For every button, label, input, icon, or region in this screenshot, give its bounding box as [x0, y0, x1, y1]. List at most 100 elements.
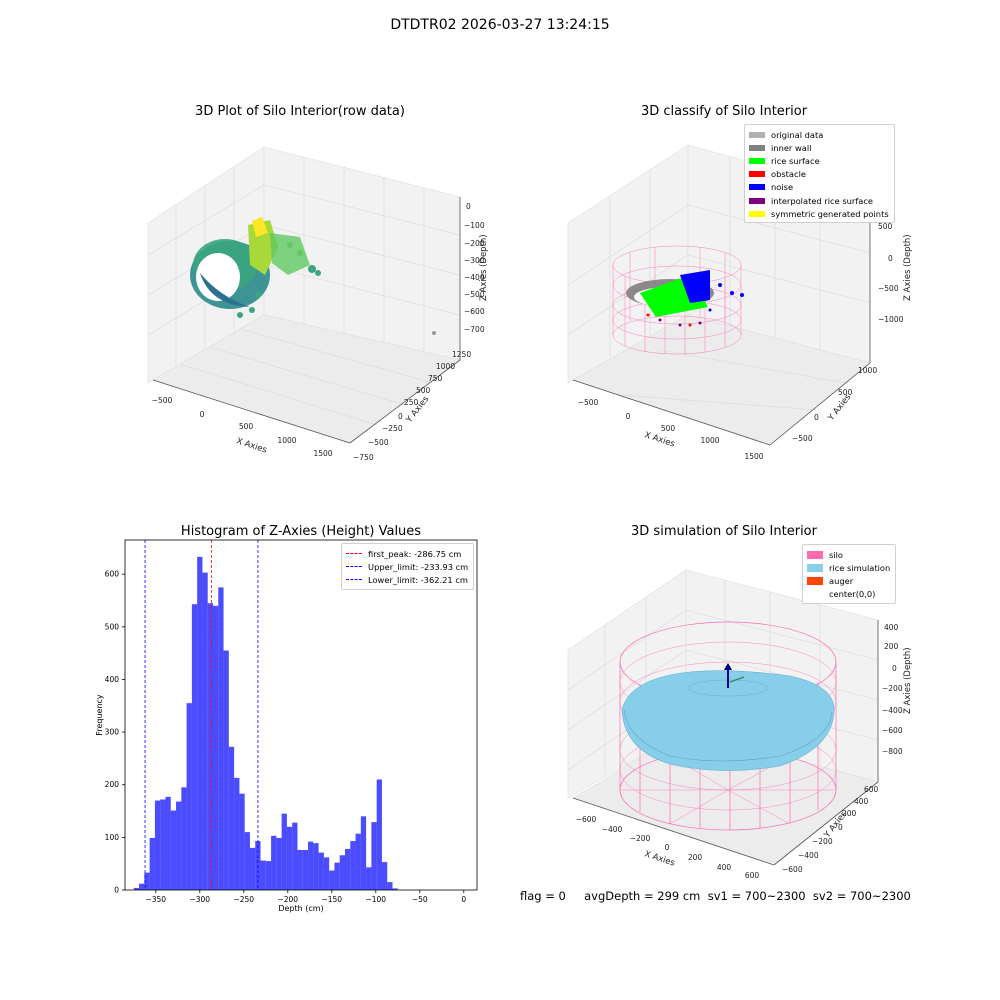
raw-x-axis-label: X Axies — [235, 436, 268, 455]
svg-text:500: 500 — [239, 422, 254, 431]
svg-text:1000: 1000 — [436, 362, 455, 371]
legend-item-upper-limit: Upper_limit: -233.93 cm — [346, 560, 468, 573]
y-tick-label: 600 — [105, 570, 120, 579]
svg-text:−500: −500 — [368, 438, 389, 447]
svg-text:0: 0 — [665, 843, 670, 852]
svg-text:500: 500 — [416, 386, 431, 395]
svg-text:0: 0 — [626, 412, 631, 421]
legend-swatch — [807, 563, 823, 572]
legend-swatch — [749, 144, 765, 151]
svg-text:−200: −200 — [630, 834, 651, 843]
svg-text:0: 0 — [466, 202, 471, 211]
svg-text:−500: −500 — [152, 396, 173, 405]
histogram-bar — [223, 650, 229, 890]
histogram-bar — [202, 572, 208, 890]
legend-swatch — [749, 131, 765, 138]
histogram-bar — [154, 800, 161, 890]
classify-plot-title: 3D classify of Silo Interior — [640, 104, 808, 119]
legend-item-auger: auger — [807, 574, 890, 587]
raw-z-axis-label: Z Axies (Depth) — [479, 234, 489, 301]
simulation-z-tick-labels: 400 200 0 −200 −400 −600 −800 — [882, 623, 903, 756]
legend-line — [346, 579, 362, 581]
histogram-bar — [334, 862, 340, 890]
histogram-bar — [313, 843, 319, 890]
raw-y-tick-labels: −750 −500 −250 0 250 500 750 1000 1250 — [353, 350, 471, 462]
svg-text:0: 0 — [200, 410, 205, 419]
x-tick-label: −250 — [233, 895, 254, 904]
svg-text:−600: −600 — [464, 307, 485, 316]
histogram-bar — [360, 816, 367, 890]
histogram-bar — [165, 796, 171, 890]
classify-x-tick-labels: −500 0 500 1000 1500 — [578, 398, 764, 461]
histogram-bar — [308, 841, 314, 890]
svg-text:600: 600 — [864, 785, 879, 794]
histogram-bar — [234, 777, 240, 890]
histogram-bar — [191, 604, 198, 890]
svg-text:1500: 1500 — [313, 449, 332, 458]
legend-item-original-data: original data — [749, 128, 889, 141]
x-tick-label: −350 — [145, 895, 166, 904]
histogram-bar — [260, 860, 266, 890]
histogram-bar — [286, 826, 293, 890]
histogram-bar — [381, 862, 388, 890]
svg-text:−600: −600 — [882, 726, 903, 735]
x-tick-label: −50 — [412, 895, 428, 904]
y-tick-label: 500 — [105, 622, 120, 631]
svg-text:0: 0 — [892, 664, 897, 673]
legend-swatch — [807, 590, 823, 599]
classify-z-axis-label: Z Axies (Depth) — [903, 234, 913, 301]
histogram-bar — [297, 850, 303, 890]
y-tick-label: 200 — [105, 780, 120, 789]
raw-3d-plot: −500 0 500 1000 1500 X Axies −750 −500 −… — [147, 146, 489, 462]
histogram-bar — [350, 841, 356, 890]
histogram-bar — [197, 556, 203, 890]
svg-text:0: 0 — [398, 412, 403, 421]
legend-item-interpolated-rice-surface: interpolated rice surface — [749, 194, 889, 207]
x-tick-label: −150 — [321, 895, 342, 904]
raw-3d-panes — [147, 146, 461, 444]
raw-z-tick-labels: 0 −100 −200 −300 −400 −500 −600 −700 — [464, 202, 485, 334]
legend-item-rice-surface: rice surface — [749, 154, 889, 167]
classify-points — [626, 270, 744, 327]
y-tick-label: 100 — [105, 833, 120, 842]
svg-text:−250: −250 — [382, 424, 403, 433]
legend-item-lower-limit: Lower_limit: -362.21 cm — [346, 573, 468, 586]
simulation-3d-plot: −600 −400 −200 0 200 400 600 X Axies −60… — [567, 569, 913, 880]
svg-text:−500: −500 — [878, 284, 899, 293]
legend-swatch — [749, 157, 765, 164]
svg-text:−500: −500 — [792, 434, 813, 443]
raw-x-tick-labels: −500 0 500 1000 1500 — [152, 396, 333, 458]
svg-text:−200: −200 — [882, 684, 903, 693]
rice-simulation-surface — [621, 670, 835, 771]
raw-point-cloud — [190, 217, 436, 335]
svg-text:−500: −500 — [578, 398, 599, 407]
histogram-bar — [318, 852, 324, 890]
svg-text:−500: −500 — [464, 290, 485, 299]
figure-title: DTDTR02 2026-03-27 13:24:15 — [390, 17, 610, 33]
histogram-y-ticks: 0 100 200 300 400 500 600 — [105, 570, 125, 895]
histogram-chart: −350 −300 −250 −200 −150 −100 −50 0 0 100 200 300 4… — [95, 539, 478, 913]
svg-text:−600: −600 — [782, 865, 803, 874]
svg-text:400: 400 — [717, 863, 732, 872]
raw-3d-axes — [152, 197, 461, 444]
legend-item-obstacle: obstacle — [749, 168, 889, 181]
legend-item-noise: noise — [749, 181, 889, 194]
histogram-bar — [207, 603, 213, 890]
svg-text:750: 750 — [428, 374, 443, 383]
histogram-bar — [387, 882, 393, 890]
legend-item-symmetric-generated-points: symmetric generated points — [749, 207, 889, 220]
histogram-bar — [244, 832, 250, 890]
histogram-x-axis-label: Depth (cm) — [278, 904, 323, 913]
svg-text:−100: −100 — [464, 221, 485, 230]
histogram-bar — [339, 855, 345, 890]
legend-item-inner-wall: inner wall — [749, 141, 889, 154]
svg-text:1000: 1000 — [277, 436, 296, 445]
x-tick-label: −100 — [365, 895, 386, 904]
y-tick-label: 400 — [105, 675, 120, 684]
raw-plot-title: 3D Plot of Silo Interior(row data) — [195, 104, 405, 119]
legend-swatch — [749, 197, 765, 204]
legend-line — [346, 553, 362, 555]
legend-item-rice-simulation: rice simulation — [807, 561, 890, 574]
histogram-legend: first_peak: -286.75 cm Upper_limit: -233… — [341, 543, 475, 590]
svg-text:−1000: −1000 — [878, 315, 904, 324]
